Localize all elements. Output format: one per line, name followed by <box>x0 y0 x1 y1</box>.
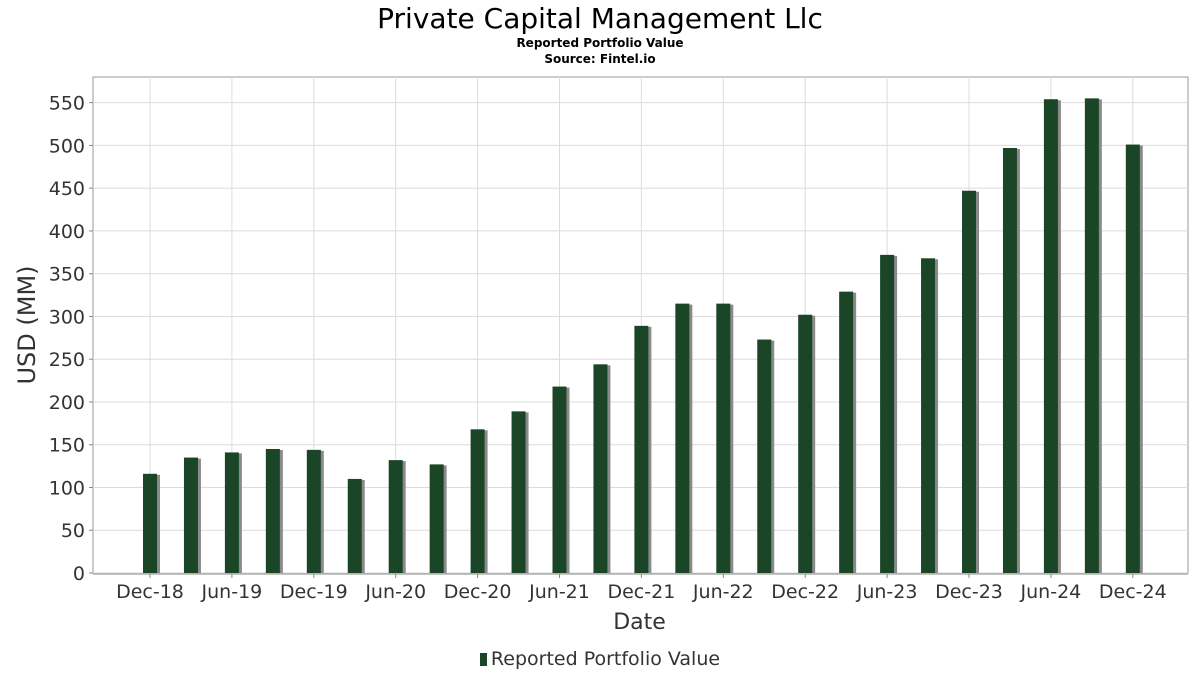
y-axis-title: USD (MM) <box>13 265 41 384</box>
y-tick-label: 400 <box>49 221 85 243</box>
x-tick-label: Jun-24 <box>1020 581 1082 603</box>
y-tick-label: 250 <box>49 349 85 371</box>
x-tick-label: Dec-24 <box>1099 581 1167 603</box>
y-tick-label: 200 <box>49 392 85 414</box>
bar <box>552 386 567 573</box>
bar <box>1084 98 1099 574</box>
x-tick-label: Dec-18 <box>116 581 184 603</box>
bar <box>716 303 731 573</box>
y-tick-label: 550 <box>49 93 85 115</box>
chart-title: Private Capital Management Llc <box>377 2 823 35</box>
legend-label: Reported Portfolio Value <box>490 648 721 670</box>
bar <box>1043 99 1058 573</box>
y-tick-label: 50 <box>61 520 85 542</box>
bar <box>880 254 895 573</box>
legend: Reported Portfolio Value <box>0 648 1200 670</box>
x-tick-label: Dec-19 <box>280 581 348 603</box>
x-tick-label: Dec-22 <box>771 581 839 603</box>
x-axis-title: Date <box>613 610 666 635</box>
y-tick-label: 500 <box>49 135 85 157</box>
bar <box>347 478 362 573</box>
x-tick-label: Jun-22 <box>692 581 754 603</box>
bar <box>839 291 854 573</box>
y-tick-label: 450 <box>49 178 85 200</box>
bar <box>1125 144 1140 573</box>
y-tick-label: 300 <box>49 306 85 328</box>
bar <box>143 473 157 573</box>
bar <box>921 258 936 573</box>
x-tick-label: Jun-23 <box>856 581 918 603</box>
bar <box>757 339 772 573</box>
bar <box>634 325 649 573</box>
bar <box>306 449 321 573</box>
x-tick-label: Jun-20 <box>364 581 426 603</box>
chart-subtitle: Reported Portfolio Value <box>516 36 684 50</box>
bar <box>183 457 198 573</box>
bar <box>593 364 608 573</box>
bar <box>224 452 239 573</box>
bar <box>511 411 526 573</box>
bar <box>675 303 690 573</box>
y-tick-label: 350 <box>49 264 85 286</box>
bar <box>962 190 976 574</box>
x-tick-label: Dec-23 <box>935 581 1003 603</box>
bar <box>388 460 403 573</box>
y-tick-label: 0 <box>73 563 85 585</box>
bar <box>798 314 813 573</box>
x-tick-label: Dec-20 <box>444 581 512 603</box>
legend-swatch <box>479 653 487 666</box>
x-tick-label: Jun-21 <box>528 581 590 603</box>
bar <box>429 464 444 573</box>
bar <box>470 429 485 573</box>
bar <box>1002 147 1017 573</box>
y-tick-label: 150 <box>49 435 85 457</box>
chart-source: Source: Fintel.io <box>544 52 656 66</box>
y-tick-label: 100 <box>49 477 85 499</box>
bar <box>265 449 280 573</box>
x-tick-label: Dec-21 <box>607 581 675 603</box>
x-tick-label: Jun-19 <box>201 581 263 603</box>
